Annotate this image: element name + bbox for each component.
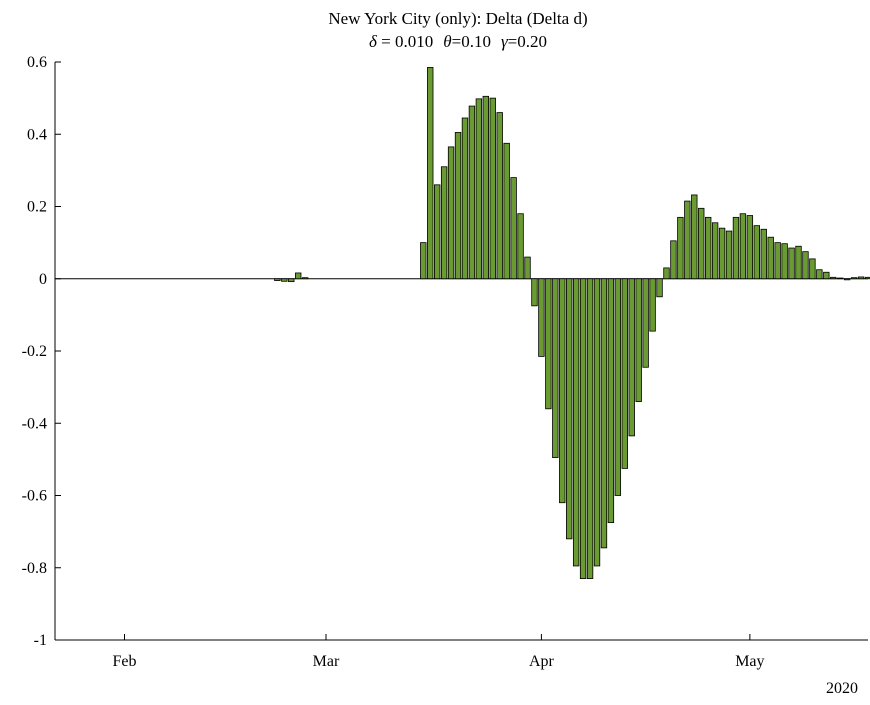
y-tick-label: -0.4 [22, 415, 47, 432]
bar [698, 207, 705, 280]
bar [288, 278, 295, 283]
bar [850, 277, 858, 280]
bar [524, 256, 531, 280]
bar [607, 278, 615, 523]
bar [433, 184, 441, 280]
bar [301, 277, 309, 280]
bar [552, 278, 559, 458]
bar [711, 222, 719, 280]
bar [566, 278, 573, 540]
bar [767, 236, 774, 280]
bar [600, 278, 608, 549]
bar [663, 267, 670, 280]
y-tick-label: -0.6 [22, 488, 47, 505]
gamma-value: =0.20 [508, 32, 547, 51]
bar [837, 277, 844, 280]
bar [440, 166, 448, 280]
bar [475, 98, 483, 280]
bar [579, 278, 587, 579]
bar [538, 278, 545, 357]
bar [864, 276, 870, 280]
y-tick-label: 0.2 [27, 199, 47, 216]
bar [795, 245, 802, 280]
bars [55, 67, 870, 579]
bar [586, 278, 594, 579]
axes: 0.6 0.4 0.2 0 -0.2 -0.4 -0.6 -0.8 -1 Feb Mar Apr May [22, 54, 868, 670]
bar [816, 269, 823, 280]
y-tick-label: 0.4 [27, 126, 47, 143]
bar [427, 67, 434, 280]
bar [496, 112, 503, 280]
bar [843, 278, 851, 281]
y-tick-label: 0.6 [27, 54, 47, 71]
bar [489, 97, 496, 280]
bar [482, 95, 490, 280]
chart-subtitle: δ = 0.010 θ=0.10 γ=0.20 [369, 32, 547, 51]
delta-symbol: δ [369, 32, 378, 51]
bar [572, 278, 580, 567]
bar [774, 242, 781, 280]
bar [614, 278, 622, 496]
bar [295, 272, 302, 280]
x-tick-label: Mar [313, 653, 340, 670]
bar [809, 258, 816, 280]
x-tick-label: Feb [112, 653, 136, 670]
bar [691, 194, 698, 280]
y-tick-label: -0.2 [22, 343, 47, 360]
bar [830, 276, 837, 280]
x-tick-label: Apr [529, 653, 555, 670]
bar [420, 242, 427, 280]
chart-title: New York City (only): Delta (Delta d) [328, 9, 587, 28]
theta-symbol: θ [443, 32, 451, 51]
bar [788, 247, 795, 280]
bar [635, 278, 642, 402]
bar [705, 216, 712, 280]
bar [559, 278, 566, 504]
bar [802, 251, 809, 280]
bar [725, 230, 733, 280]
bar [531, 278, 538, 307]
x-tick-label: May [735, 653, 764, 670]
bar [823, 271, 830, 280]
bar [621, 278, 628, 469]
bar [732, 216, 740, 280]
bar [628, 278, 635, 437]
bar [510, 177, 517, 280]
bar [857, 276, 865, 280]
bar [454, 132, 462, 280]
bar [739, 213, 747, 280]
theta-value: =0.10 [452, 32, 491, 51]
bar [593, 278, 601, 567]
bar [281, 278, 288, 282]
delta-value: = 0.010 [377, 32, 433, 51]
bar [656, 278, 663, 298]
bar [684, 200, 691, 280]
bar [760, 228, 767, 280]
bar [545, 278, 552, 410]
bar [677, 216, 684, 280]
bar [503, 142, 510, 280]
y-tick-label: -1 [34, 632, 47, 649]
bar [461, 117, 469, 280]
bar [447, 146, 455, 280]
bar [718, 227, 726, 280]
y-tick-label: -0.8 [22, 560, 47, 577]
bar [753, 225, 760, 280]
y-tick-label: 0 [39, 271, 47, 288]
bar [517, 213, 524, 280]
bar [670, 240, 677, 280]
bar [781, 243, 788, 280]
bar [642, 278, 649, 368]
x-secondary-label: 2020 [826, 680, 858, 697]
bar [746, 215, 754, 280]
bar [649, 278, 656, 332]
gamma-symbol: γ [501, 32, 509, 51]
bar [468, 105, 476, 280]
bar [274, 278, 281, 281]
